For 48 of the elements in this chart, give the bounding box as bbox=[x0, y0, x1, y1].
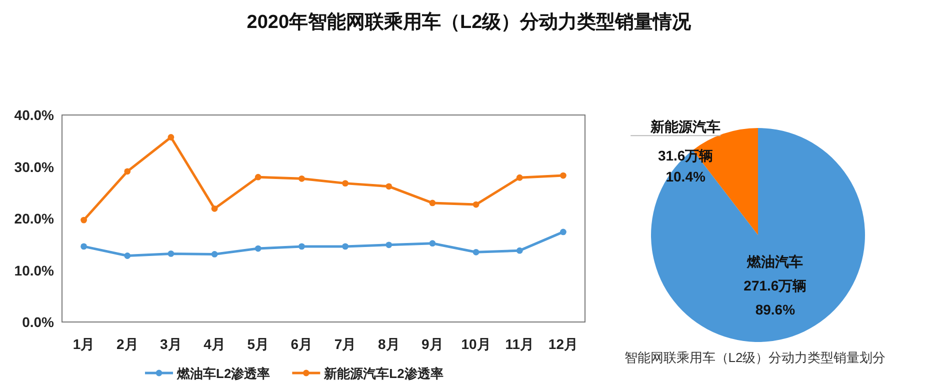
point bbox=[298, 243, 305, 250]
y-tick-label: 40.0% bbox=[14, 107, 55, 123]
y-tick-label: 10.0% bbox=[14, 262, 55, 278]
y-tick-label: 20.0% bbox=[14, 210, 55, 226]
data-label: 271.6万辆 89.6% bbox=[744, 278, 807, 318]
point bbox=[429, 200, 436, 206]
point bbox=[80, 216, 87, 224]
point bbox=[124, 252, 131, 259]
chart-title: 2020年智能网联乘用车（L2级）分动力类型销量情况 bbox=[246, 11, 692, 33]
x-tick-label: 8月 bbox=[378, 336, 400, 352]
x-tick-label: 12月 bbox=[548, 336, 578, 352]
point bbox=[516, 247, 523, 254]
point bbox=[254, 174, 262, 180]
point bbox=[386, 242, 392, 248]
y-tick-label: 0.0% bbox=[22, 314, 55, 330]
point bbox=[560, 228, 566, 236]
x-tick-label: 6月 bbox=[290, 336, 313, 352]
x-tick-label: 10月 bbox=[461, 336, 491, 352]
point bbox=[560, 172, 566, 179]
x-tick-label: 7月 bbox=[334, 336, 356, 352]
slice-label: 燃油汽车 bbox=[746, 254, 804, 270]
y-tick-label: 30.0% bbox=[14, 158, 55, 175]
point bbox=[472, 201, 480, 208]
point bbox=[80, 243, 87, 250]
point bbox=[168, 134, 174, 140]
point bbox=[168, 250, 174, 257]
point bbox=[342, 180, 348, 187]
x-tick-label: 9月 bbox=[422, 336, 444, 352]
legend-label: 新能源汽车L2渗透率 bbox=[323, 366, 444, 381]
point bbox=[298, 175, 305, 182]
point bbox=[429, 240, 436, 247]
point bbox=[516, 174, 523, 181]
point bbox=[124, 168, 131, 175]
x-tick-label: 11月 bbox=[505, 336, 534, 352]
legend-label: 燃油车L2渗透率 bbox=[176, 366, 270, 381]
point bbox=[342, 243, 348, 250]
x-tick-label: 5月 bbox=[247, 336, 270, 352]
x-tick-label: 4月 bbox=[204, 336, 226, 352]
point bbox=[254, 245, 262, 252]
x-tick-label: 3月 bbox=[160, 336, 182, 352]
point bbox=[211, 205, 218, 212]
point bbox=[386, 183, 392, 190]
x-tick-label: 2月 bbox=[116, 336, 138, 352]
slice-label: 新能源汽车 bbox=[650, 118, 721, 135]
point bbox=[211, 251, 218, 258]
text: 智能网联乘用车（L2级）分动力类型销量划分 bbox=[624, 350, 886, 365]
point bbox=[472, 248, 480, 256]
x-tick-label: 1月 bbox=[72, 336, 95, 352]
